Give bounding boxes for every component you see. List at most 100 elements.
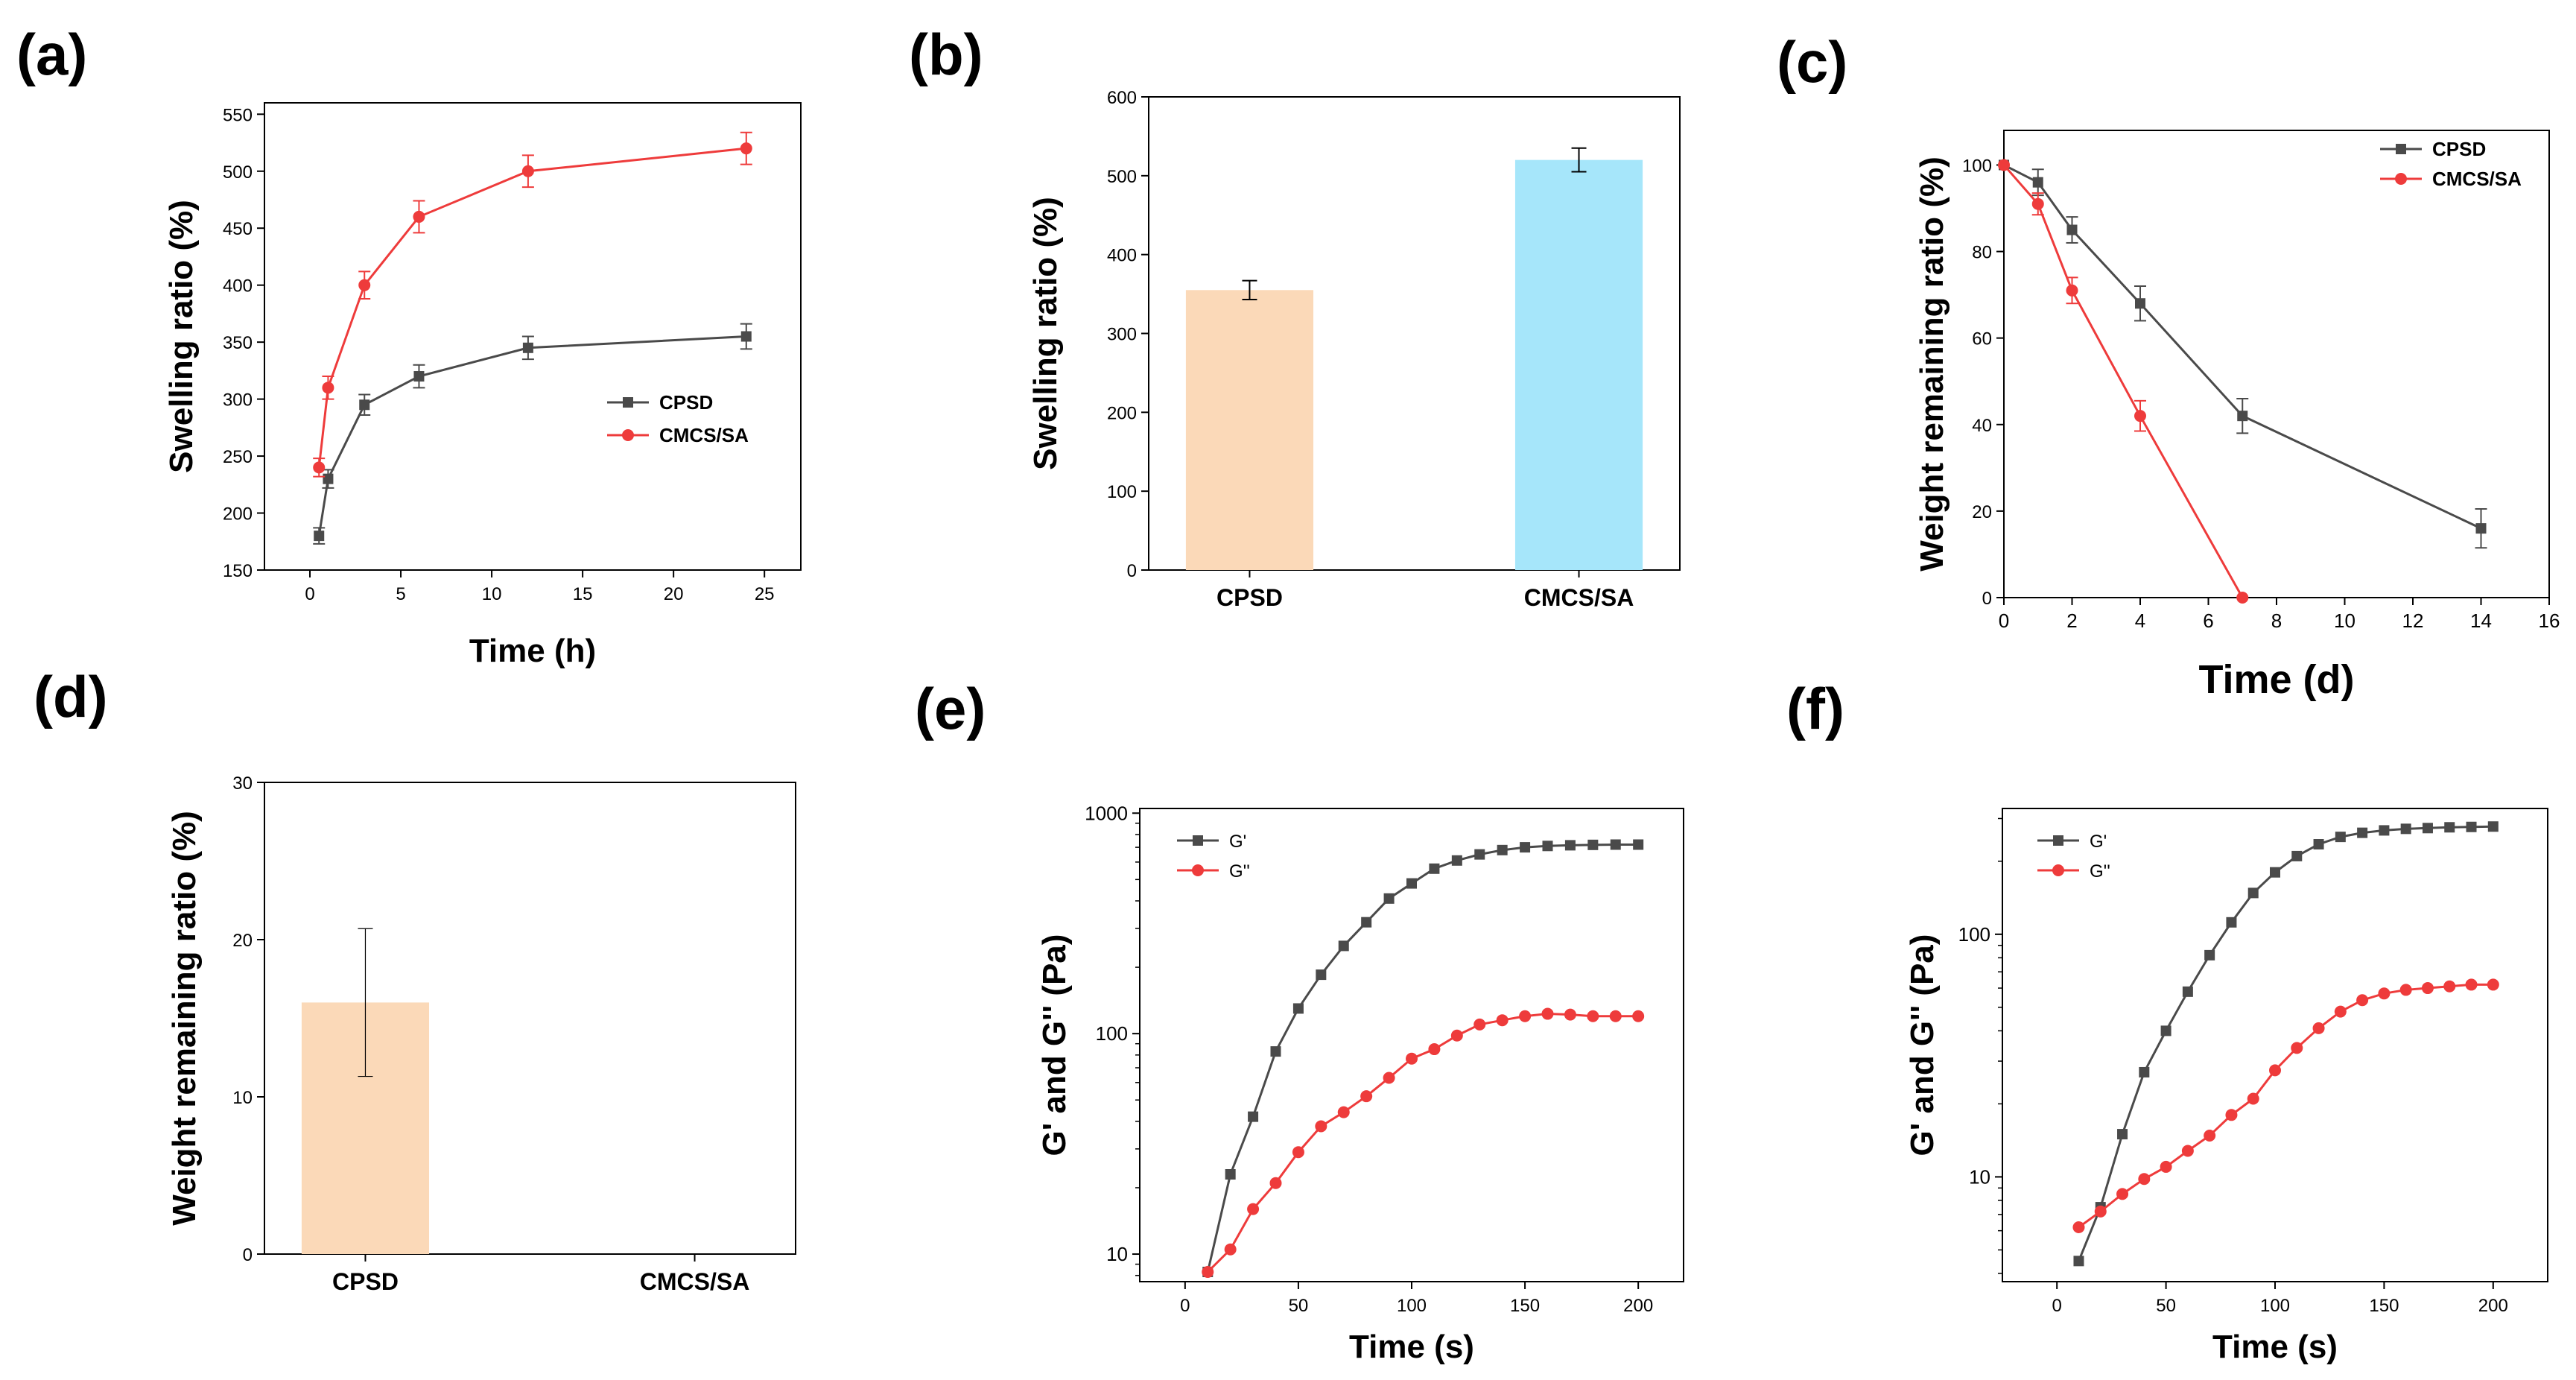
data-point	[2270, 867, 2280, 878]
series-line	[2003, 164, 2482, 530]
y-tick-label: 250	[223, 447, 253, 467]
data-point	[1202, 1265, 1214, 1278]
data-point	[1610, 839, 1621, 850]
data-point	[1428, 1043, 1441, 1056]
data-point	[1270, 1046, 1281, 1057]
data-point	[2138, 1173, 2151, 1186]
data-point	[1450, 1029, 1463, 1042]
y-tick-label: 100	[1096, 1022, 1128, 1045]
data-point	[2378, 987, 2391, 1000]
x-tick-label: 0	[305, 584, 314, 604]
y-axis-label: Swelling ratio (%)	[163, 200, 200, 473]
panel-e: (e) 10 100 1000 0 50 100 150 200 G' and G'' (Pa) T…	[915, 676, 1684, 1365]
data-point	[1406, 878, 1417, 889]
data-point	[1541, 1007, 1554, 1020]
data-point	[2226, 917, 2237, 928]
data-point	[1338, 940, 1349, 952]
data-point	[1225, 1169, 1236, 1180]
y-tick-label: 550	[223, 105, 253, 125]
data-point	[2072, 1221, 2085, 1234]
data-point	[1520, 842, 1531, 853]
legend-label: CPSD	[2432, 138, 2486, 160]
x-tick-label: 14	[2470, 610, 2492, 632]
data-point	[740, 331, 752, 342]
panel-label: (c)	[1777, 29, 1847, 95]
data-point	[1316, 969, 1327, 981]
data-point	[522, 342, 533, 353]
x-tick-label: 150	[2369, 1296, 2399, 1316]
x-axis-label: Time (s)	[2212, 1329, 2338, 1365]
legend-label: CMCS/SA	[659, 424, 749, 446]
data-point	[2269, 1064, 2281, 1077]
data-point	[2443, 980, 2456, 993]
x-tick-label: 50	[2156, 1296, 2176, 1316]
legend-marker	[623, 397, 633, 408]
y-axis-label: G' and G'' (Pa)	[1904, 934, 1941, 1156]
bar	[1514, 159, 1643, 570]
data-point	[1361, 917, 1372, 928]
y-tick-label: 0	[1982, 589, 1992, 609]
data-point	[2465, 978, 2478, 991]
y-tick-label: 20	[1972, 502, 1992, 522]
x-category-label: CMCS/SA	[640, 1268, 750, 1295]
y-tick-label: 1000	[1085, 802, 1128, 824]
data-point	[2421, 982, 2434, 995]
data-point	[2182, 986, 2193, 997]
y-tick-label: 500	[223, 162, 253, 183]
data-point	[2204, 1129, 2216, 1142]
data-point	[1383, 893, 1395, 904]
data-point	[1473, 1018, 1486, 1031]
panel-label: (f)	[1786, 676, 1844, 741]
data-point	[2444, 822, 2455, 833]
panel-label: (b)	[909, 22, 983, 87]
data-point	[2066, 224, 2078, 235]
data-point	[1609, 1010, 1622, 1022]
x-tick-label: 10	[482, 584, 502, 604]
data-point	[1496, 1014, 1509, 1027]
legend-marker	[622, 429, 634, 441]
data-point	[2135, 298, 2145, 309]
y-tick-label: 0	[243, 1245, 253, 1265]
data-point	[2225, 1109, 2238, 1121]
x-tick-label: 6	[2203, 610, 2213, 632]
data-point	[2237, 411, 2248, 422]
data-point	[1587, 1010, 1599, 1022]
data-point	[2335, 832, 2346, 843]
legend-label: CPSD	[659, 391, 713, 414]
data-point	[1998, 159, 2010, 171]
y-tick-label: 150	[223, 561, 253, 581]
x-tick-label: 16	[2539, 610, 2560, 632]
data-point	[2236, 592, 2249, 604]
data-point	[1247, 1203, 1260, 1215]
data-point	[359, 399, 370, 411]
axes-frame	[264, 782, 796, 1255]
data-point	[1542, 841, 1553, 852]
x-tick-label: 150	[1510, 1296, 1540, 1316]
y-tick-label: 0	[1127, 561, 1137, 581]
y-tick-label: 100	[1107, 482, 1137, 502]
y-tick-label: 80	[1972, 243, 1992, 263]
data-point	[1564, 1008, 1576, 1021]
y-tick-label: 450	[223, 219, 253, 239]
data-point	[413, 371, 425, 382]
data-point	[1292, 1003, 1304, 1014]
legend-marker	[2395, 173, 2407, 185]
x-tick-label: 15	[573, 584, 593, 604]
data-point	[1633, 839, 1644, 850]
y-axis-label: Weight remaining ratio (%)	[166, 811, 203, 1226]
y-tick-label: 400	[223, 276, 253, 297]
legend-marker	[2396, 144, 2406, 154]
data-point	[358, 279, 371, 291]
y-tick-label: 100	[1958, 923, 1990, 946]
data-point	[2073, 1256, 2084, 1267]
data-point	[1406, 1052, 1418, 1065]
data-point	[1248, 1111, 1259, 1122]
data-point	[2134, 410, 2146, 422]
legend-marker	[1192, 864, 1204, 876]
x-tick-label: 10	[2334, 610, 2355, 632]
data-point	[1564, 840, 1576, 851]
x-tick-label: 8	[2271, 610, 2282, 632]
data-point	[2094, 1205, 2107, 1218]
x-axis-label: Time (h)	[469, 633, 596, 669]
